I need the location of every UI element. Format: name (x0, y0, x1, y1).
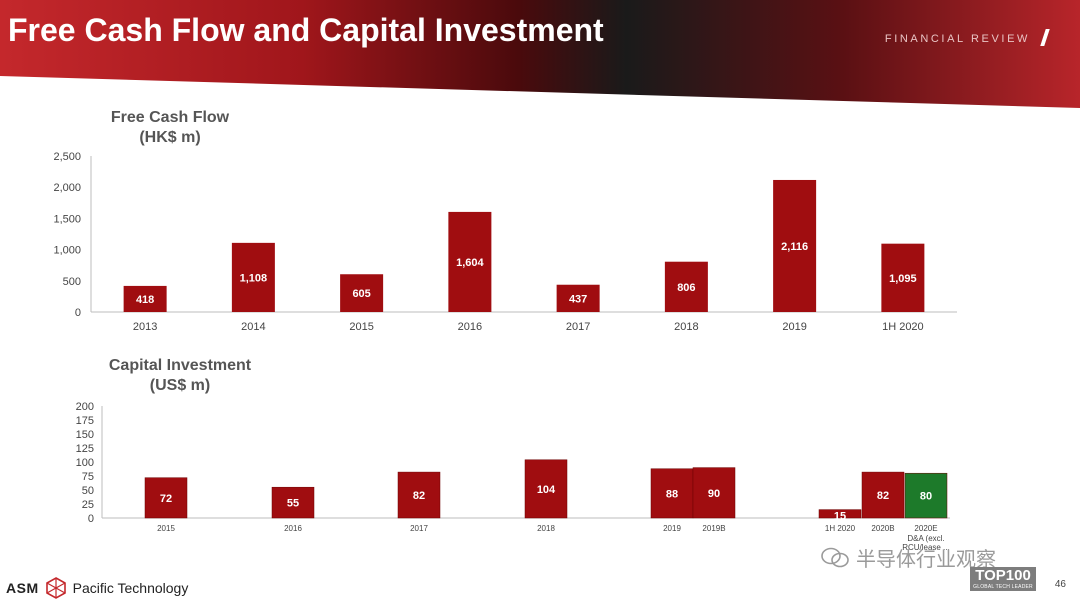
fcf-bar (773, 179, 817, 312)
logo-asm-text: ASM (6, 580, 39, 596)
fcf-value-label: 437 (569, 293, 587, 305)
fcf-bar (664, 261, 708, 312)
company-name: Pacific Technology (72, 580, 189, 596)
fcf-value-label: 1,108 (240, 272, 268, 284)
capex-value-label: 82 (877, 490, 889, 502)
capex-ytick-label: 100 (76, 457, 94, 469)
fcf-ytick-label: 500 (63, 276, 81, 288)
fcf-value-label: 806 (677, 282, 695, 294)
fcf-value-label: 418 (136, 294, 154, 306)
capex-bar (144, 477, 188, 519)
watermark-text: 半导体行业观察 (856, 549, 996, 571)
fcf-bar (123, 285, 167, 312)
fcf-category-label: 2014 (241, 321, 265, 333)
capex-category-label: 2019B (702, 524, 725, 533)
capex-value-label: 15 (834, 511, 846, 523)
capex-category-note: D&A (excl. (907, 534, 944, 543)
fcf-ytick-label: 1,000 (53, 245, 81, 257)
page-number: 46 (1054, 579, 1066, 590)
fcf-ytick-label: 2,000 (53, 182, 81, 194)
company-logo: ASM Pacific Technology (6, 577, 188, 599)
capex-category-label: 2019 (663, 524, 681, 533)
capex-category-label: 2020B (871, 524, 894, 533)
fcf-ytick-label: 1,500 (53, 213, 81, 225)
capex-category-label: 2016 (284, 524, 302, 533)
capex-ytick-label: 200 (76, 401, 94, 413)
fcf-category-label: 2016 (458, 321, 482, 333)
capex-category-label: 2018 (537, 524, 555, 533)
top100-badge: TOP100 GLOBAL TECH LEADER (970, 567, 1036, 591)
capex-ytick-label: 75 (82, 471, 94, 483)
fcf-chart-title: Free Cash Flow (HK$ m) (100, 108, 240, 148)
fcf-bar (340, 274, 384, 312)
fcf-bar (448, 211, 492, 312)
fcf-category-label: 2017 (566, 321, 590, 333)
capex-value-label: 72 (160, 493, 172, 505)
fcf-category-label: 2015 (349, 321, 373, 333)
capex-value-label: 82 (413, 490, 425, 502)
fcf-value-label: 1,095 (889, 273, 917, 285)
fcf-title-line2: (HK$ m) (139, 129, 201, 146)
fcf-value-label: 605 (352, 288, 370, 300)
fcf-ytick-label: 2,500 (53, 151, 81, 163)
capex-ytick-label: 25 (82, 499, 94, 511)
capex-category-note: RCU/lease ... (902, 543, 950, 552)
capex-category-label: 1H 2020 (825, 524, 856, 533)
section-label: FINANCIAL REVIEW (884, 33, 1030, 45)
fcf-bar (556, 284, 600, 312)
asm-logo-icon (45, 577, 66, 599)
capex-ytick-label: 150 (76, 429, 94, 441)
fcf-category-label: 2019 (782, 321, 806, 333)
capex-bar (904, 472, 948, 519)
fcf-category-label: 1H 2020 (882, 321, 924, 333)
fcf-bar (881, 243, 925, 312)
chat-bubble-icon (821, 547, 849, 567)
capex-bar (861, 471, 905, 519)
fcf-title-line1: Free Cash Flow (110, 109, 230, 126)
capex-title-line1: Capital Investment (108, 357, 252, 374)
capex-bar (524, 459, 568, 519)
capex-value-label: 88 (666, 488, 678, 500)
capex-ytick-label: 175 (76, 415, 94, 427)
fcf-value-label: 2,116 (781, 241, 808, 253)
top100-badge-main: TOP100 (975, 567, 1031, 584)
capex-title-line2: (US$ m) (149, 377, 211, 394)
capex-ytick-label: 50 (82, 485, 94, 497)
capex-value-label: 80 (920, 491, 932, 503)
capex-bar (818, 509, 862, 519)
capex-chart-title: Capital Investment (US$ m) (95, 356, 265, 396)
fcf-category-label: 2018 (674, 321, 698, 333)
top100-badge-sub: GLOBAL TECH LEADER (973, 584, 1033, 590)
fcf-bar (231, 242, 275, 312)
capex-ytick-label: 0 (88, 513, 94, 525)
capex-value-label: 104 (537, 484, 556, 496)
capex-value-label: 90 (708, 488, 720, 500)
fcf-value-label: 1,604 (456, 257, 484, 269)
capex-bar (397, 471, 441, 519)
watermark: 半导体行业观察 (820, 543, 996, 572)
capex-bar (692, 467, 736, 519)
capex-ytick-label: 125 (76, 443, 94, 455)
page-title: Free Cash Flow and Capital Investment (8, 12, 604, 48)
fcf-category-label: 2013 (133, 321, 157, 333)
capex-category-label: 2017 (410, 524, 428, 533)
fcf-ytick-label: 0 (75, 307, 81, 319)
capex-bar (650, 468, 694, 519)
capex-bar (271, 486, 315, 519)
capex-category-label: 2020E (914, 524, 937, 533)
capex-category-label: 2015 (157, 524, 175, 533)
capex-value-label: 55 (287, 498, 299, 510)
